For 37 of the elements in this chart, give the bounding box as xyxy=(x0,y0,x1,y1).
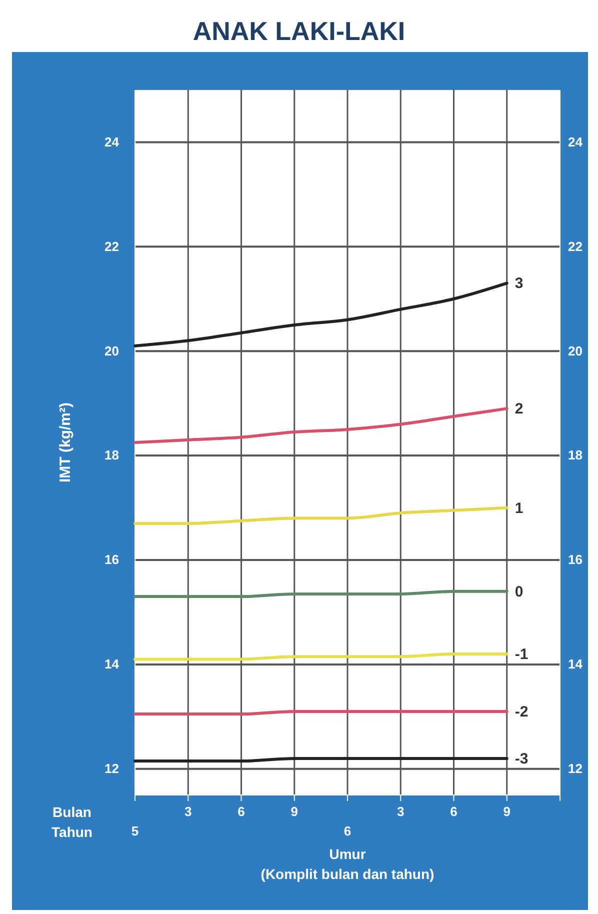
x-tick-label: 6 xyxy=(344,824,352,839)
series-label: -1 xyxy=(514,646,528,663)
series-label: -3 xyxy=(514,750,528,768)
y2-tick-label: 12 xyxy=(568,761,582,776)
y2-tick-label: 22 xyxy=(568,238,582,254)
x-tick-label: 9 xyxy=(290,804,298,820)
line-series xyxy=(134,282,508,348)
y-tick-label: 14 xyxy=(104,656,120,672)
series-label: 2 xyxy=(514,400,524,418)
x-tick-label: 6 xyxy=(450,804,458,820)
y2-tick-label: 24 xyxy=(568,134,584,150)
series-label: 1 xyxy=(514,500,524,517)
x-tick-label: 3 xyxy=(184,804,192,820)
y-tick-label: 18 xyxy=(104,448,119,463)
y-tick-label: 24 xyxy=(104,134,120,150)
series-label: 3 xyxy=(514,275,524,292)
chart-title: ANAK LAKI-LAKI xyxy=(192,16,406,46)
y2-tick-label: 18 xyxy=(568,448,582,463)
y-tick-label: 16 xyxy=(104,552,119,568)
y-tick-label: 20 xyxy=(104,343,119,358)
text: Bulan xyxy=(52,804,92,820)
x-tick-label: 3 xyxy=(397,804,404,820)
y-axis-title: IMT (kg/m²) xyxy=(57,402,74,482)
y-tick-label: 22 xyxy=(104,238,119,254)
line-series xyxy=(134,506,508,525)
y2-tick-label: 14 xyxy=(568,656,584,672)
y2-tick-label: 16 xyxy=(568,552,582,568)
x-tick-label: 9 xyxy=(503,804,510,820)
line-series xyxy=(134,407,508,444)
y2-tick-label: 20 xyxy=(568,343,582,358)
x-axis-title: Umur (Komplit bulan dan tahun) xyxy=(260,846,434,882)
y-tick-label: 12 xyxy=(104,761,119,776)
text: Tahun xyxy=(52,824,92,840)
series-label: -2 xyxy=(514,703,528,720)
x-tick-label: 5 xyxy=(131,824,139,839)
x-tick-label: 6 xyxy=(238,804,245,820)
series-label: 0 xyxy=(514,583,524,600)
